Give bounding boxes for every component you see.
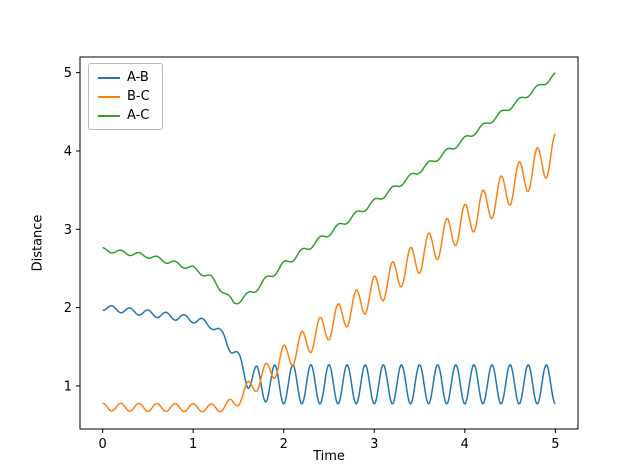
x-tick-label: 3: [370, 437, 378, 452]
x-tick-label: 5: [551, 437, 559, 452]
legend-item-a-c: A-C: [98, 108, 150, 123]
legend-line-sample: [98, 114, 120, 117]
plot-border: [79, 56, 579, 430]
legend-item-b-c: B-C: [98, 89, 150, 104]
y-tick-label: 4: [64, 144, 72, 159]
series-line-a-c: [102, 72, 556, 305]
legend-line-sample: [98, 95, 120, 98]
series-line-b-c: [102, 133, 557, 413]
legend-label: B-C: [127, 89, 150, 104]
x-tick-label: 1: [189, 437, 197, 452]
x-tick-label: 0: [98, 437, 106, 452]
y-tick-label: 5: [64, 66, 72, 81]
x-axis-label: Time: [313, 449, 345, 464]
legend: A-B B-C A-C: [88, 63, 163, 130]
y-tick-label: 3: [64, 223, 72, 238]
legend-item-a-b: A-B: [98, 70, 150, 85]
y-axis-label: Distance: [30, 214, 46, 272]
y-tick-label: 1: [64, 379, 72, 394]
x-tick-label: 4: [461, 437, 469, 452]
series-line-a-b: [102, 305, 556, 405]
x-tick-label: 2: [280, 437, 288, 452]
legend-label: A-B: [127, 70, 149, 85]
y-tick-label: 2: [64, 301, 72, 316]
legend-label: A-C: [127, 108, 150, 123]
legend-line-sample: [98, 76, 120, 79]
